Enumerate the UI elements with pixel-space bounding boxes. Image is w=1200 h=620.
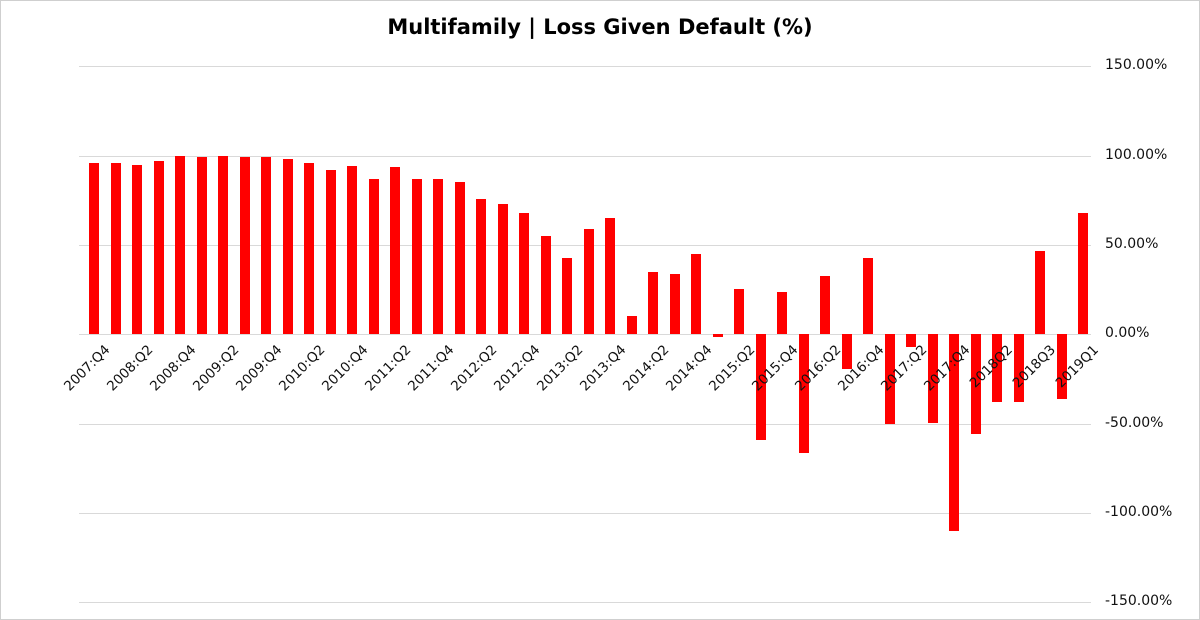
gridline [79,66,1091,68]
gridline [79,155,1091,157]
y-axis-label: 50.00% [1105,236,1159,252]
bar [540,236,551,335]
bar [132,164,142,335]
bar [841,334,852,370]
bar [325,169,336,335]
bar [153,161,164,335]
y-axis-label: -50.00% [1105,414,1164,431]
gridline [79,423,1091,425]
bar [970,334,981,435]
bar [1013,334,1024,403]
x-axis-label: 2009:Q2 [189,342,243,395]
bar [368,178,379,335]
x-axis-label: 2013:Q4 [576,342,630,395]
bar [347,166,357,335]
x-axis-label: 2008:Q4 [146,342,200,395]
bar [949,334,959,531]
y-axis-label: -150.00% [1105,593,1173,610]
chart-title: Multifamily | Loss Given Default (%) [387,15,813,39]
bar [476,198,486,335]
y-axis-label: 0.00% [1105,325,1150,342]
bar [1078,212,1088,335]
x-axis-label: 2015:Q2 [705,342,759,395]
bar [648,271,658,335]
bar [798,334,809,454]
bar [175,155,185,335]
bar [562,257,572,335]
x-axis-label: 2012:Q4 [490,342,544,395]
bar [712,334,723,337]
gridline [79,334,1091,336]
bar [863,258,873,335]
bar [884,334,895,424]
bar [218,155,228,335]
bar [433,178,443,335]
bar [239,156,250,335]
x-axis-label: 2011:Q2 [361,342,415,395]
bar [497,203,508,335]
bar [519,212,529,335]
x-axis-label: 2008:Q2 [103,342,157,395]
bar [691,253,701,335]
bar [927,334,938,423]
y-axis-label: -100.00% [1105,504,1173,520]
bar [992,334,1002,403]
bar [261,157,271,335]
bar [454,182,465,335]
x-axis-label: 2013:Q2 [533,342,587,395]
bar [282,159,293,335]
bar [196,157,207,335]
x-axis-label: 2007:Q4 [60,342,114,395]
y-axis-label: 100.00% [1105,146,1168,163]
x-axis-label: 2011:Q4 [404,342,458,395]
bar [734,288,744,335]
bar [777,292,787,335]
bar [390,167,400,335]
bar [411,178,422,335]
gridline [79,602,1091,604]
bar [669,273,680,335]
x-axis-label: 2014:Q4 [662,342,716,395]
bar [755,334,766,440]
bar [1035,251,1045,335]
x-axis-label: 2009:Q4 [232,342,286,395]
bar [110,162,121,335]
gridline [79,513,1091,514]
x-axis-label: 2010:Q2 [275,342,329,395]
bar [820,276,830,335]
bar [626,316,637,335]
x-axis-label: 2014:Q2 [619,342,673,395]
y-axis-label: 150.00% [1105,57,1168,74]
bar [583,228,594,335]
x-axis-label: 2010:Q4 [318,342,372,395]
bar [89,162,99,335]
bar [906,334,916,347]
bar [304,162,314,335]
bar [605,218,615,335]
bar [1056,334,1067,400]
x-axis-label: 2012:Q2 [447,342,501,395]
